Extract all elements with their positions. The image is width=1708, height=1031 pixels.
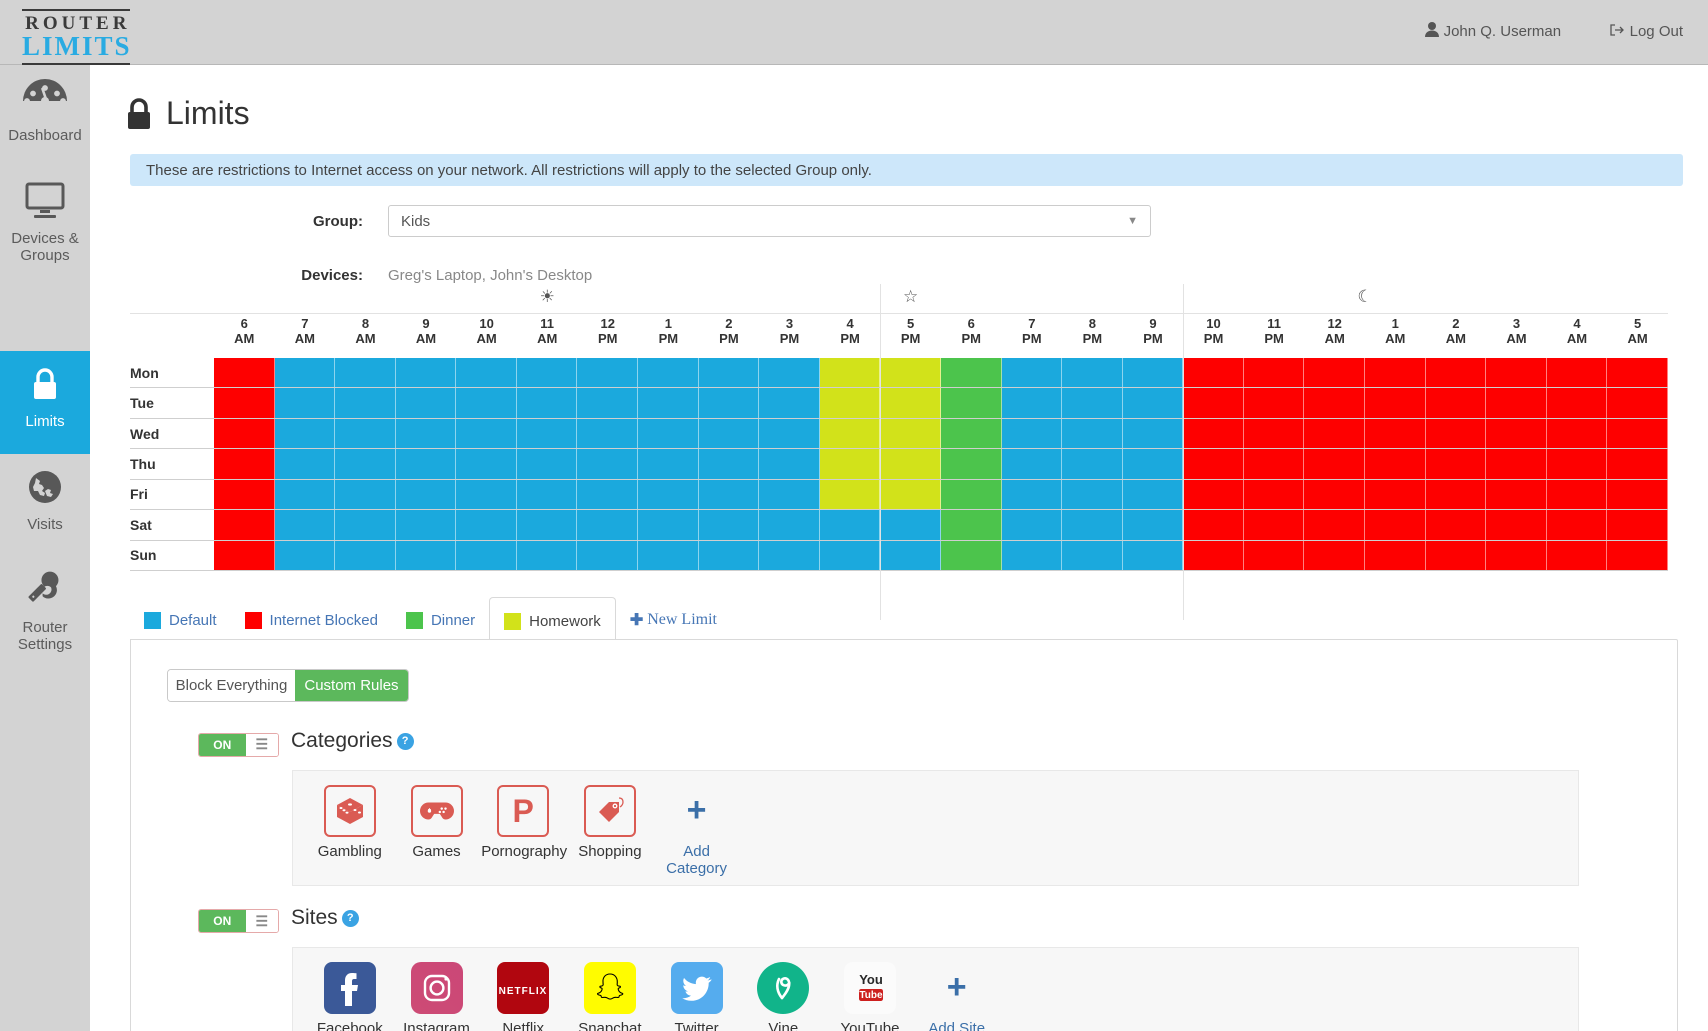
- svg-text:NETFLIX: NETFLIX: [499, 986, 548, 997]
- svg-text:Tube: Tube: [859, 990, 883, 1001]
- svg-text:You: You: [859, 972, 883, 987]
